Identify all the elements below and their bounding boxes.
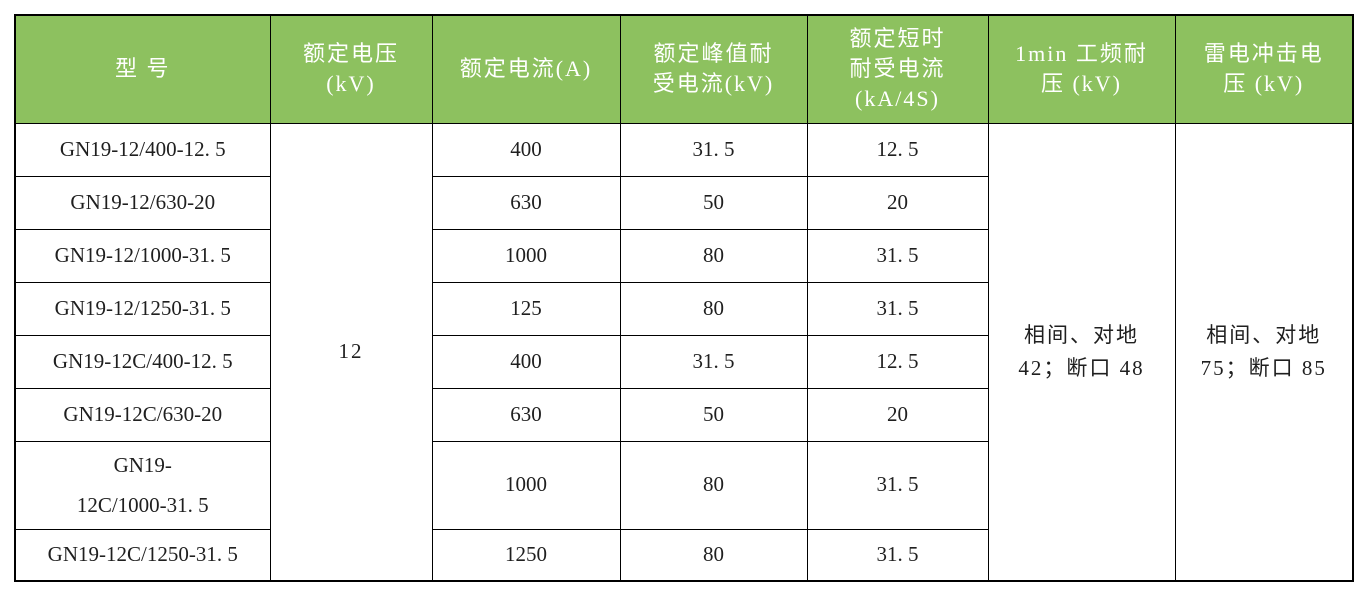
switch-spec-table: 型 号 额定电压 (kV) 额定电流(A) 额定峰值耐 受电流(kV) 额定短时… — [14, 14, 1354, 582]
model-cell: GN19-12/630-20 — [14, 175, 271, 230]
peak-cell: 80 — [619, 228, 808, 283]
col-header-power-frequency: 1min 工频耐 压 (kV) — [987, 14, 1176, 124]
model-cell: GN19-12/1000-31. 5 — [14, 228, 271, 283]
short-cell: 31. 5 — [806, 281, 989, 336]
table-row: GN19-12/1250-31. 5 125 80 31. 5 — [14, 281, 1353, 336]
peak-cell: 80 — [619, 528, 808, 582]
table-row: GN19-12/1000-31. 5 1000 80 31. 5 — [14, 228, 1353, 283]
current-cell: 125 — [431, 281, 621, 336]
peak-cell: 31. 5 — [619, 122, 808, 177]
current-cell: 1250 — [431, 528, 621, 582]
model-cell: GN19-12C/400-12. 5 — [14, 334, 271, 389]
short-cell: 31. 5 — [806, 228, 989, 283]
peak-cell: 80 — [619, 440, 808, 530]
table-row: GN19-12C/1250-31. 5 1250 80 31. 5 — [14, 528, 1353, 582]
rated-voltage-merged-cell: 12 — [269, 122, 433, 582]
model-cell: GN19-12/400-12. 5 — [14, 122, 271, 177]
current-cell: 630 — [431, 387, 621, 442]
peak-cell: 31. 5 — [619, 334, 808, 389]
peak-cell: 50 — [619, 175, 808, 230]
current-cell: 630 — [431, 175, 621, 230]
header-row: 型 号 额定电压 (kV) 额定电流(A) 额定峰值耐 受电流(kV) 额定短时… — [14, 14, 1354, 124]
lightning-impulse-merged-cell: 相间、对地 75；断口 85 — [1174, 122, 1354, 582]
current-cell: 400 — [431, 334, 621, 389]
col-header-lightning-impulse: 雷电冲击电 压 (kV) — [1174, 14, 1354, 124]
short-cell: 31. 5 — [806, 528, 989, 582]
current-cell: 400 — [431, 122, 621, 177]
col-header-rated-current: 额定电流(A) — [431, 14, 621, 124]
peak-cell: 80 — [619, 281, 808, 336]
short-cell: 20 — [806, 175, 989, 230]
col-header-model: 型 号 — [14, 14, 271, 124]
short-cell: 12. 5 — [806, 122, 989, 177]
table-row: GN19-12C/630-20 630 50 20 — [14, 387, 1353, 442]
short-cell: 20 — [806, 387, 989, 442]
table-row: GN19-12C/400-12. 5 400 31. 5 12. 5 — [14, 334, 1353, 389]
col-header-peak-withstand: 额定峰值耐 受电流(kV) — [619, 14, 808, 124]
power-frequency-merged-cell: 相间、对地 42；断口 48 — [987, 122, 1176, 582]
peak-cell: 50 — [619, 387, 808, 442]
short-cell: 12. 5 — [806, 334, 989, 389]
table-row: GN19-12/630-20 630 50 20 — [14, 175, 1353, 230]
col-header-short-time: 额定短时 耐受电流 (kA/4S) — [806, 14, 989, 124]
col-header-rated-voltage: 额定电压 (kV) — [269, 14, 433, 124]
model-cell: GN19-12C/1250-31. 5 — [14, 528, 271, 582]
model-cell: GN19-12/1250-31. 5 — [14, 281, 271, 336]
short-cell: 31. 5 — [806, 440, 989, 530]
current-cell: 1000 — [431, 228, 621, 283]
model-cell: GN19- 12C/1000-31. 5 — [14, 440, 271, 530]
table-row: GN19-12/400-12. 5 12 400 31. 5 12. 5 相间、… — [14, 122, 1354, 582]
current-cell: 1000 — [431, 440, 621, 530]
model-cell: GN19-12C/630-20 — [14, 387, 271, 442]
table-row: GN19- 12C/1000-31. 5 1000 80 31. 5 — [14, 440, 1353, 530]
